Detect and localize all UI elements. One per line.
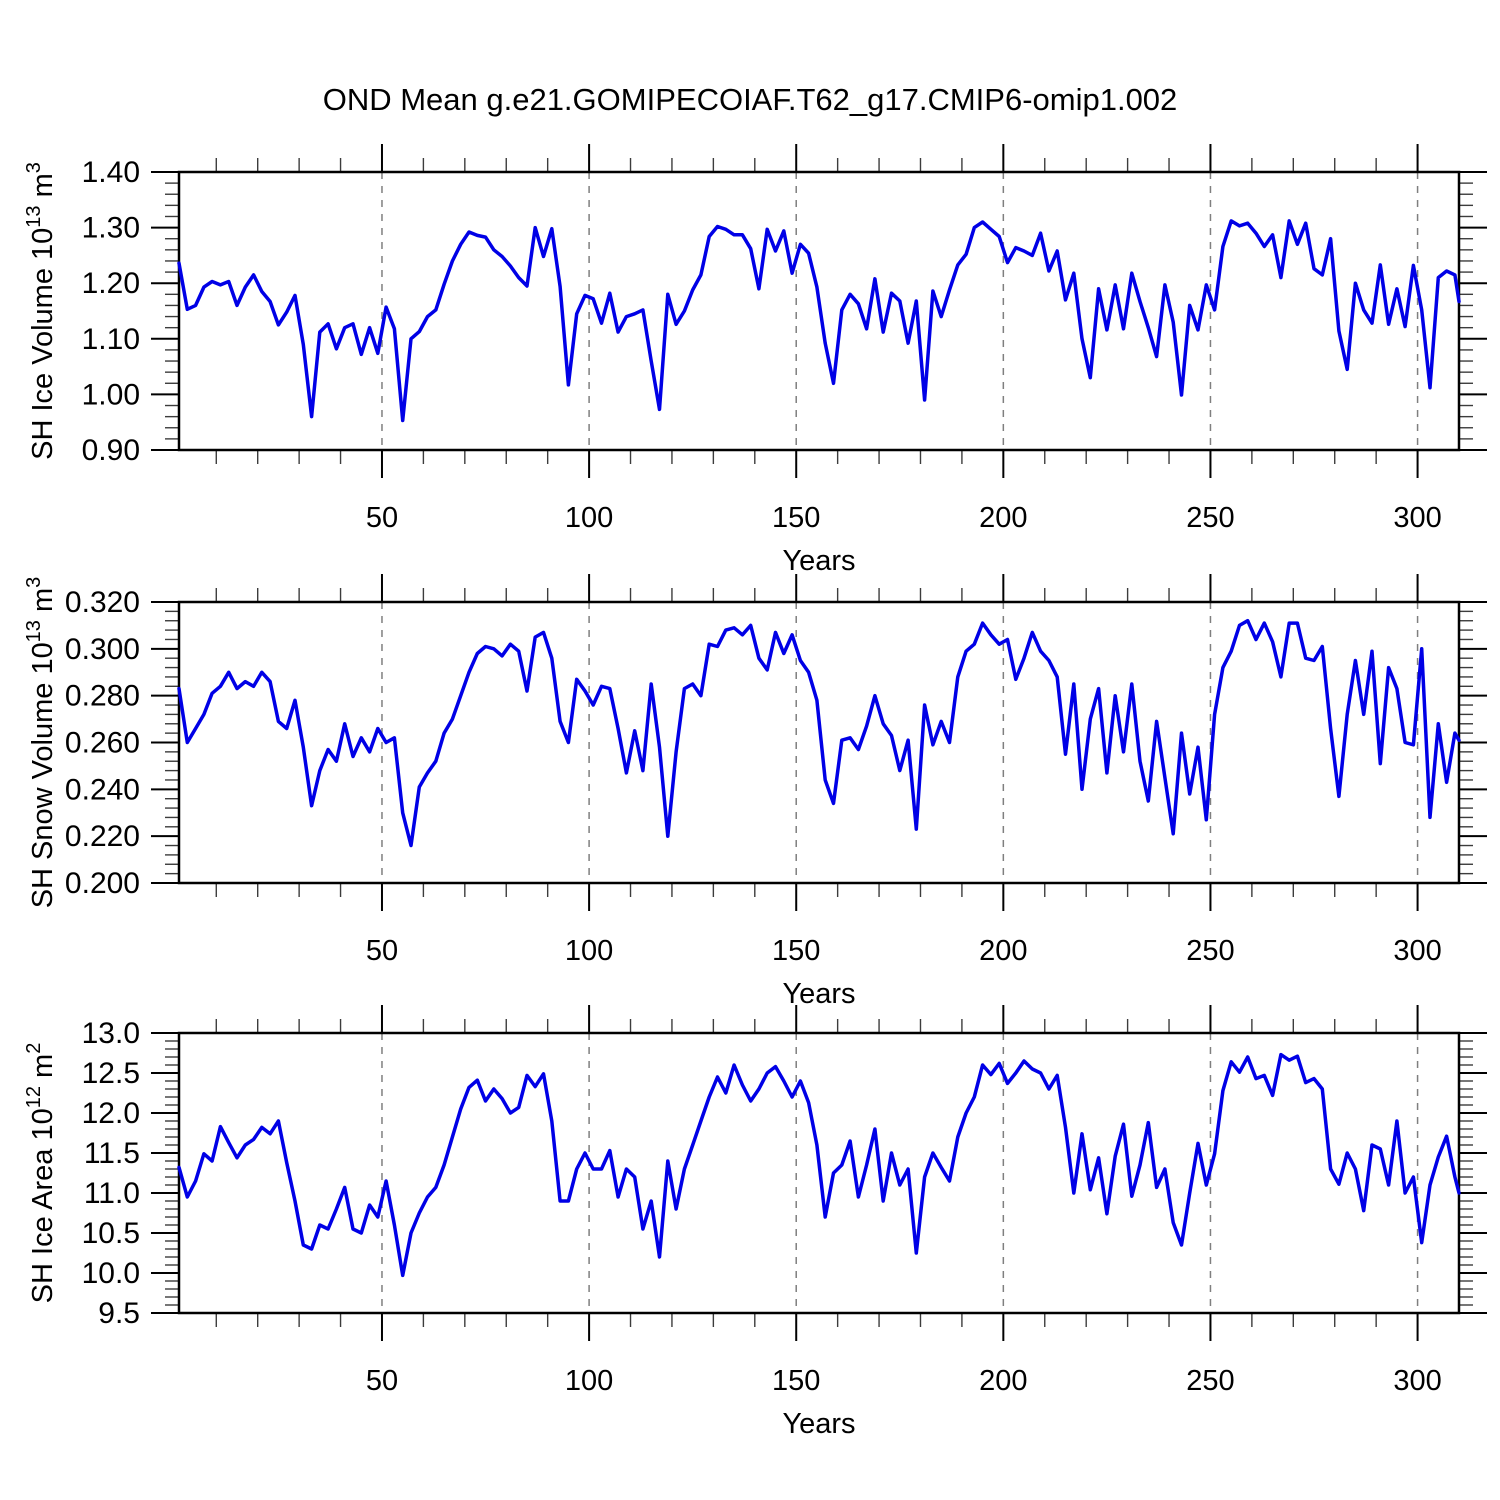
panels-container: 50 100 150 200 250 300 0.90 1.00 1.10 1.20 1.30 1.4… — [23, 144, 1487, 1440]
y-tick-label: 0.300 — [65, 633, 140, 666]
plot-frame — [177, 600, 1461, 885]
y-tick-label: 0.90 — [82, 434, 140, 467]
chart-title: OND Mean g.e21.GOMIPECOIAF.T62_g17.CMIP6… — [323, 82, 1178, 117]
panel-snow-volume: 50 100 150 200 250 300 0.200 0.220 0.240 0.260 0.2… — [23, 574, 1487, 1010]
x-tick-label: 50 — [366, 502, 398, 534]
x-tick-label: 100 — [565, 1365, 613, 1397]
x-tick-label: 150 — [772, 935, 820, 967]
x-tick-label: 300 — [1393, 502, 1441, 534]
y-tick-label: 0.280 — [65, 680, 140, 713]
x-tick-label: 250 — [1186, 935, 1234, 967]
y-axis-label-snow-volume: SH Snow Volume 1013 m3 — [23, 577, 59, 909]
y-tick-label: 0.240 — [65, 773, 140, 806]
x-tick-label: 200 — [979, 502, 1027, 534]
series-line-ice-area — [177, 1052, 1461, 1278]
y-tick-label: 11.0 — [84, 1177, 140, 1210]
x-tick-label: 100 — [565, 502, 613, 534]
x-axis-caption: Years — [782, 978, 855, 1010]
y-tick-label: 0.220 — [65, 820, 140, 853]
y-tick-label: 1.10 — [82, 323, 140, 356]
x-tick-label: 200 — [979, 1365, 1027, 1397]
x-axis-caption: Years — [782, 1408, 855, 1440]
y-tick-label: 10.5 — [82, 1217, 140, 1250]
y-tick-label: 0.320 — [65, 586, 140, 619]
y-tick-label: 10.0 — [82, 1257, 140, 1290]
y-tick-label: 0.200 — [65, 867, 140, 900]
x-tick-label: 150 — [772, 502, 820, 534]
x-tick-label: 300 — [1393, 935, 1441, 967]
plot-frame — [177, 170, 1461, 452]
x-tick-label: 50 — [366, 1365, 398, 1397]
series-line-snow-volume — [177, 618, 1461, 848]
x-tick-label: 300 — [1393, 1365, 1441, 1397]
y-tick-label: 12.0 — [82, 1097, 140, 1130]
y-tick-label: 0.260 — [65, 727, 140, 760]
y-tick-label: 13.0 — [82, 1017, 140, 1050]
x-tick-label: 250 — [1186, 1365, 1234, 1397]
panel-ice-area: 50 100 150 200 250 300 9.5 10.0 10.5 11.0 11.5 12.0… — [23, 1005, 1487, 1440]
x-tick-label: 250 — [1186, 502, 1234, 534]
x-axis-caption: Years — [782, 545, 855, 577]
y-tick-label: 11.5 — [84, 1137, 140, 1170]
y-tick-label: 1.00 — [82, 378, 140, 411]
panel-ice-volume: 50 100 150 200 250 300 0.90 1.00 1.10 1.20 1.30 1.4… — [23, 144, 1487, 577]
x-tick-label: 150 — [772, 1365, 820, 1397]
series-line-ice-volume — [177, 219, 1461, 423]
y-axis-label-ice-volume: SH Ice Volume 1013 m3 — [23, 162, 59, 460]
x-tick-label: 100 — [565, 935, 613, 967]
x-tick-label: 200 — [979, 935, 1027, 967]
y-tick-label: 9.5 — [98, 1297, 140, 1330]
y-tick-label: 12.5 — [82, 1057, 140, 1090]
y-tick-label: 1.20 — [82, 267, 140, 300]
y-axis-label-ice-area: SH Ice Area 1012 m2 — [23, 1043, 59, 1304]
y-tick-label: 1.40 — [82, 156, 140, 189]
y-tick-label: 1.30 — [82, 212, 140, 245]
x-tick-label: 50 — [366, 935, 398, 967]
